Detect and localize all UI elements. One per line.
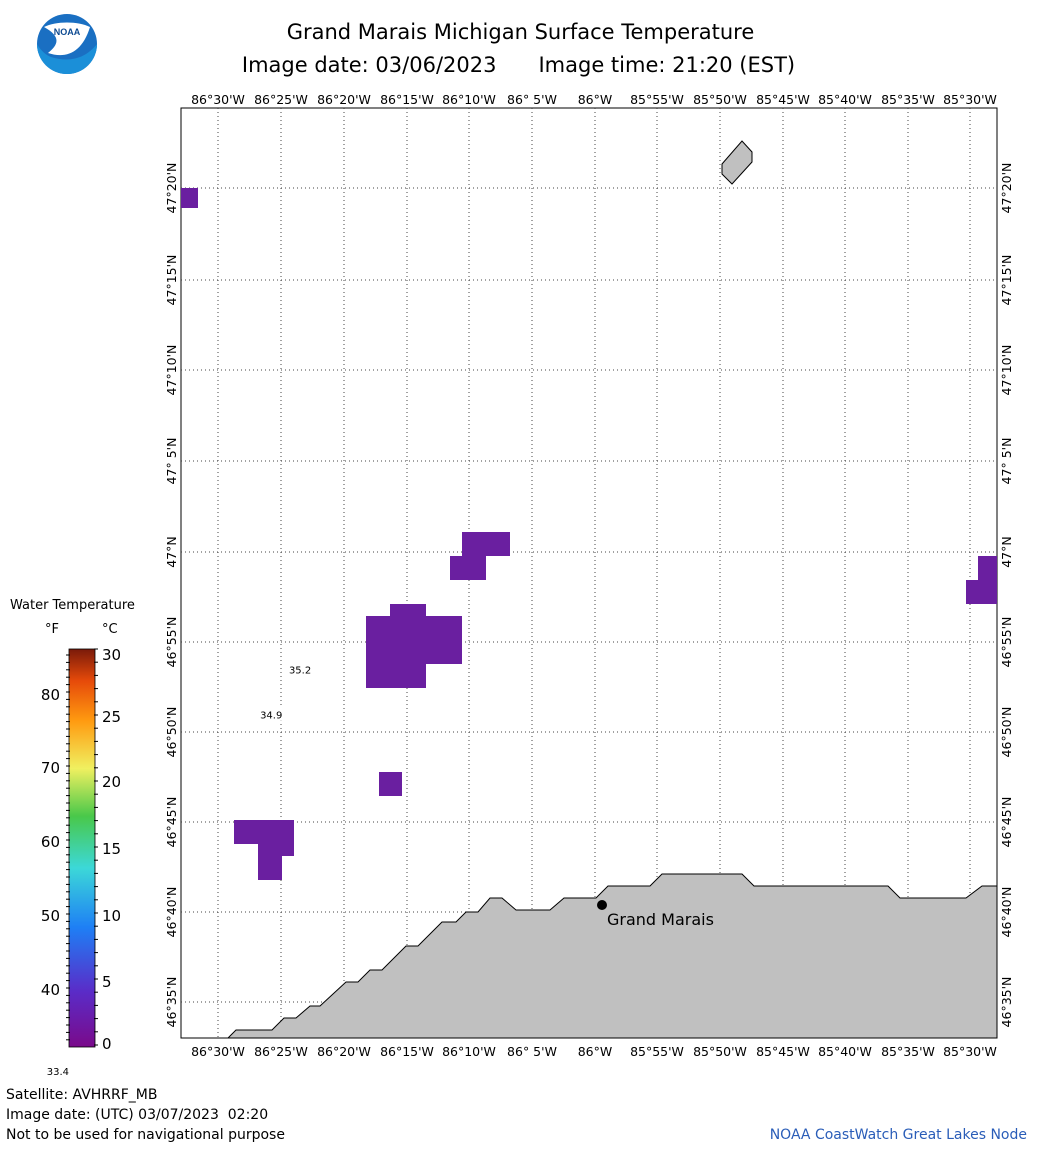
temp-pixel	[258, 844, 294, 856]
celsius-tick-label: 20	[102, 773, 122, 791]
temperature-reading: 34.9	[260, 711, 282, 722]
longitude-label: 85°40'W	[818, 1044, 872, 1059]
credit-text: NOAA CoastWatch Great Lakes Node	[769, 1127, 1027, 1143]
longitude-label: 86°W	[578, 1044, 613, 1059]
longitude-label: 86°10'W	[442, 1044, 496, 1059]
temp-pixel	[978, 556, 997, 580]
longitude-label: 86°30'W	[191, 1044, 245, 1059]
temperature-reading: 33.4	[47, 1067, 69, 1078]
longitude-label: 85°55'W	[630, 92, 684, 107]
longitude-label: 86°10'W	[442, 92, 496, 107]
latitude-label: 47°15'N	[164, 255, 179, 306]
celsius-tick-label: 0	[102, 1035, 112, 1053]
latitude-label: 47°20'N	[999, 163, 1014, 214]
temperature-reading: 35.2	[289, 666, 311, 677]
latitude-label: 46°55'N	[164, 617, 179, 668]
longitude-label: 85°35'W	[881, 92, 935, 107]
page-title: Grand Marais Michigan Surface Temperatur…	[286, 20, 755, 44]
latitude-label: 47°10'N	[999, 345, 1014, 396]
land-area	[226, 873, 998, 1039]
longitude-label: 85°35'W	[881, 1044, 935, 1059]
water-temperature-pixels	[181, 188, 997, 880]
longitude-label: 85°45'W	[756, 92, 810, 107]
legend-title: Water Temperature	[10, 598, 135, 613]
latitude-label: 46°35'N	[999, 977, 1014, 1028]
temp-pixel	[258, 856, 282, 880]
temp-pixel	[181, 188, 198, 208]
temp-pixel	[379, 772, 402, 796]
longitude-label: 86°25'W	[254, 1044, 308, 1059]
longitude-label: 85°55'W	[630, 1044, 684, 1059]
celsius-tick-label: 30	[102, 646, 122, 664]
longitude-label: 86° 5'W	[507, 1044, 557, 1059]
fahrenheit-tick-label: 50	[40, 907, 60, 925]
longitude-label: 86°15'W	[380, 1044, 434, 1059]
city-marker	[597, 900, 607, 910]
longitude-label: 86°20'W	[317, 92, 371, 107]
temp-pixel	[462, 532, 510, 556]
longitude-label: 85°40'W	[818, 92, 872, 107]
longitude-label: 86° 5'W	[507, 92, 557, 107]
latitude-label: 47°20'N	[164, 163, 179, 214]
image-date: Image date: 03/06/2023	[241, 53, 497, 77]
temp-pixel	[234, 820, 294, 844]
reading-label-bg	[284, 662, 317, 676]
longitude-label: 86°W	[578, 92, 613, 107]
latitude-label: 46°45'N	[999, 797, 1014, 848]
map-frame	[180, 107, 998, 1039]
temp-pixel	[390, 604, 426, 616]
longitude-label: 86°20'W	[317, 1044, 371, 1059]
fahrenheit-tick-label: 60	[40, 833, 60, 851]
temp-pixel	[366, 664, 426, 688]
latitude-label: 47°10'N	[164, 345, 179, 396]
longitude-label: 85°45'W	[756, 1044, 810, 1059]
temp-pixel	[366, 616, 462, 664]
latitude-label: 46°50'N	[999, 707, 1014, 758]
longitude-label: 86°15'W	[380, 92, 434, 107]
unit-celsius: °C	[102, 622, 118, 637]
reading-label-bg	[41, 1063, 74, 1077]
latitude-label: 46°40'N	[164, 887, 179, 938]
latitude-label: 47°N	[999, 536, 1014, 568]
longitude-label: 86°25'W	[254, 92, 308, 107]
longitude-label: 85°30'W	[943, 1044, 997, 1059]
fahrenheit-tick-label: 40	[40, 981, 60, 999]
island	[721, 140, 753, 185]
latitude-label: 46°40'N	[999, 887, 1014, 938]
navigation-warning: Not to be used for navigational purpose	[6, 1127, 285, 1143]
temp-pixel	[450, 556, 486, 580]
longitude-label: 85°50'W	[693, 92, 747, 107]
latitude-label: 46°50'N	[164, 707, 179, 758]
latitude-label: 47° 5'N	[164, 438, 179, 485]
image-time: Image time: 21:20 (EST)	[538, 53, 796, 77]
latitude-label: 46°45'N	[164, 797, 179, 848]
utc-date: Image date: (UTC) 03/07/2023 02:20	[6, 1107, 269, 1123]
celsius-tick-label: 25	[102, 708, 122, 726]
fahrenheit-tick-label: 70	[40, 759, 60, 777]
color-scale	[66, 648, 98, 1048]
noaa-logo-icon: NOAA	[36, 13, 98, 75]
longitude-label: 85°50'W	[693, 1044, 747, 1059]
city-label: Grand Marais	[607, 910, 714, 929]
longitude-label: 86°30'W	[191, 92, 245, 107]
latitude-label: 47°15'N	[999, 255, 1014, 306]
latitude-label: 47°N	[164, 536, 179, 568]
unit-fahrenheit: °F	[45, 622, 59, 637]
celsius-tick-label: 5	[102, 973, 112, 991]
temp-pixel	[966, 580, 997, 604]
celsius-tick-label: 15	[102, 840, 122, 858]
latitude-label: 46°55'N	[999, 617, 1014, 668]
celsius-tick-label: 10	[102, 907, 122, 925]
longitude-label: 85°30'W	[943, 92, 997, 107]
latitude-label: 47° 5'N	[999, 438, 1014, 485]
reading-label-bg	[255, 707, 288, 721]
satellite-info: Satellite: AVHRRF_MB	[6, 1087, 158, 1103]
fahrenheit-tick-label: 80	[40, 686, 60, 704]
color-bar	[68, 648, 96, 1048]
logo-text: NOAA	[54, 27, 81, 37]
latitude-label: 46°35'N	[164, 977, 179, 1028]
